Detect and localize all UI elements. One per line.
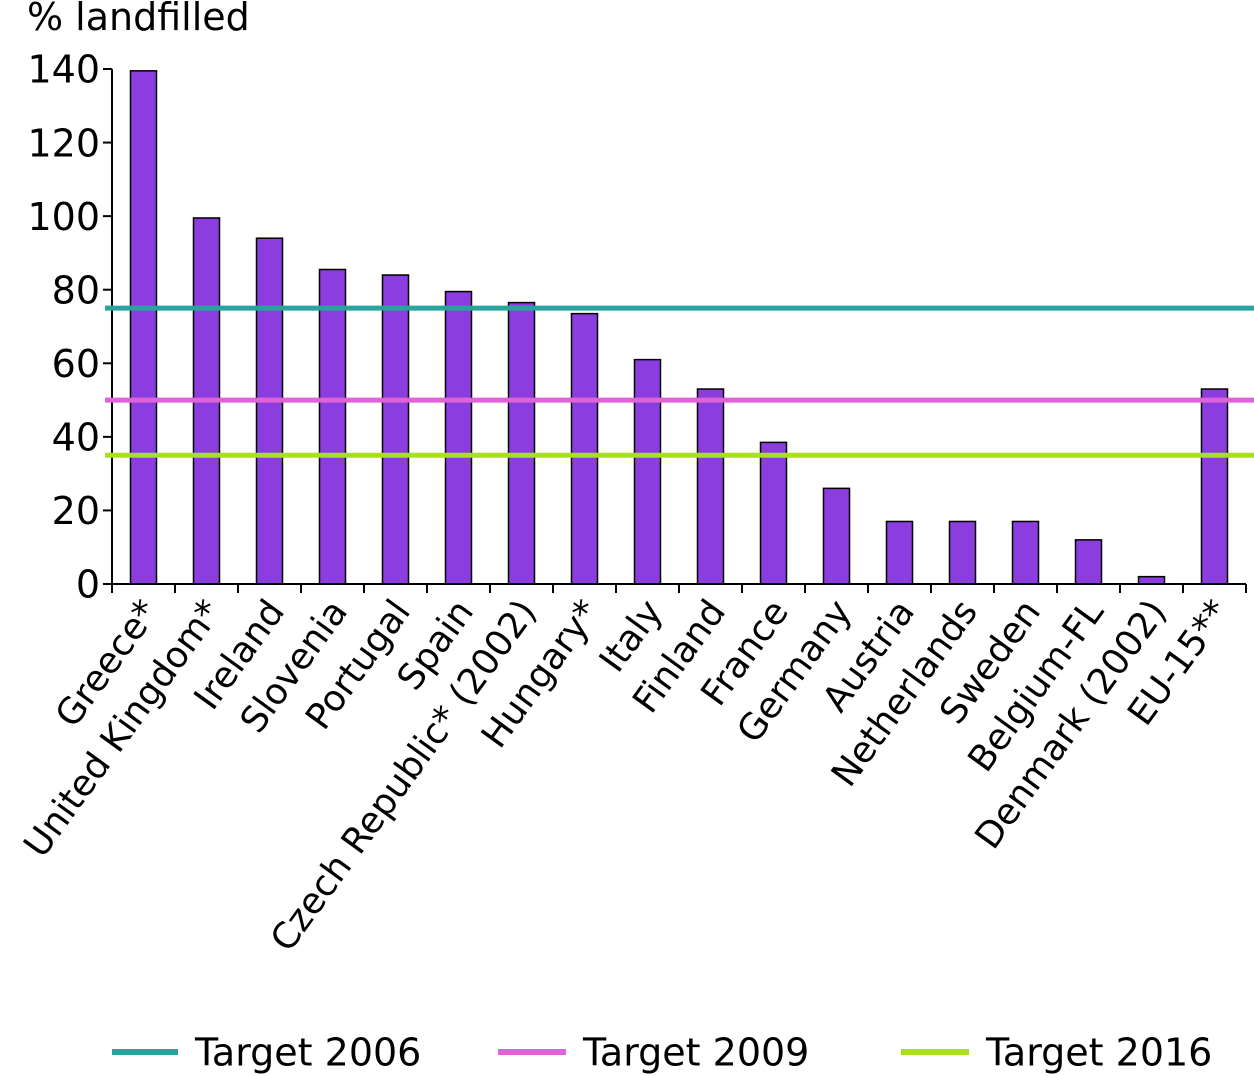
bar-series	[129, 70, 1229, 585]
legend-item-target-2009: Target 2009	[498, 1031, 809, 1075]
bar	[444, 290, 473, 585]
bar	[633, 358, 662, 585]
bar	[381, 274, 410, 585]
bar	[696, 388, 725, 585]
bar	[507, 301, 536, 585]
x-axis-ticks	[111, 584, 1247, 593]
y-tick-label: 140	[27, 48, 100, 92]
y-tick-label: 40	[52, 416, 100, 460]
y-tick-label: 60	[52, 342, 100, 386]
y-axis-ticks: 0 20 40 60 80 100 120 140	[27, 48, 112, 607]
y-tick-label: 80	[52, 268, 100, 312]
x-axis-category-labels: Greece*United Kingdom*IrelandSloveniaPor…	[16, 593, 1238, 960]
bar	[255, 237, 284, 585]
legend-label-target-2006: Target 2006	[194, 1031, 421, 1075]
legend-label-target-2009: Target 2009	[582, 1031, 809, 1075]
y-axis-title: % landfilled	[27, 0, 250, 39]
bar	[1200, 388, 1229, 585]
target-reference-lines	[105, 305, 1254, 458]
legend-label-target-2016: Target 2016	[985, 1031, 1212, 1075]
y-tick-label: 0	[76, 563, 100, 607]
y-tick-label: 20	[52, 489, 100, 533]
bar	[570, 312, 599, 585]
legend-item-target-2016: Target 2016	[901, 1031, 1212, 1075]
bar	[1137, 575, 1166, 585]
bar	[318, 268, 347, 585]
y-tick-label: 100	[27, 195, 100, 239]
bar	[1074, 539, 1103, 585]
y-tick-label: 120	[27, 121, 100, 165]
bar	[948, 520, 977, 585]
bar	[822, 487, 851, 585]
bar	[1011, 520, 1040, 585]
legend-item-target-2006: Target 2006	[112, 1031, 421, 1075]
bar	[759, 441, 788, 585]
legend: Target 2006 Target 2009 Target 2016	[112, 1031, 1212, 1075]
bar	[129, 70, 158, 585]
bar	[885, 520, 914, 585]
